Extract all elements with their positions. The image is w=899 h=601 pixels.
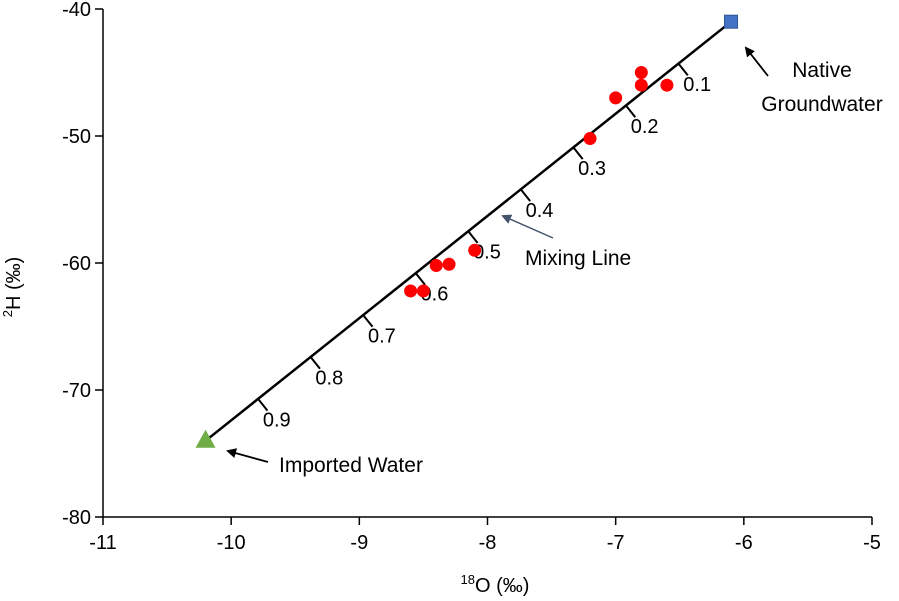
sample-point — [609, 91, 623, 105]
mixing-line-label: Mixing Line — [525, 247, 631, 270]
native-label-line2: Groundwater — [761, 93, 882, 116]
x-tick-label: -5 — [863, 532, 881, 554]
mixing-fraction-label: 0.9 — [263, 409, 291, 431]
mixing-fraction-tick — [677, 62, 689, 76]
imported-water-label: Imported Water — [279, 454, 423, 477]
mixing-fraction-tick — [309, 356, 321, 370]
imported-arrow — [226, 448, 269, 463]
sample-point — [583, 132, 597, 146]
y-axis-title-sup: 2 — [0, 310, 15, 317]
sample-point — [442, 257, 456, 271]
imported-water-marker — [195, 429, 216, 448]
native-arrow — [744, 46, 769, 77]
mixing-fraction-ticks: 0.10.20.30.40.50.60.70.80.9 — [257, 62, 711, 431]
mixing-fraction-label: 0.3 — [578, 158, 606, 180]
mixing-line-arrow — [501, 214, 554, 239]
mixing-fraction-tick — [414, 272, 426, 286]
mixing-fraction-label: 0.8 — [315, 367, 343, 389]
x-axis-title-text: O (‰) — [475, 575, 529, 597]
x-tick-label: -8 — [479, 532, 497, 554]
y-tick-label: -80 — [62, 507, 91, 529]
y-axis-title: 2H (‰) — [0, 257, 25, 318]
x-axis-title: 18O (‰) — [461, 572, 530, 597]
sample-point — [634, 66, 648, 79]
sample-point — [416, 284, 430, 298]
y-axis-ticks: -80 -70 -60 -50 -40 — [62, 0, 103, 529]
x-tick-label: -7 — [607, 532, 625, 554]
mixing-fraction-tick — [257, 398, 269, 412]
native-groundwater-marker — [724, 14, 739, 29]
sample-point — [404, 284, 418, 298]
y-tick-label: -60 — [62, 253, 91, 275]
x-axis-title-sup: 18 — [461, 572, 475, 587]
x-tick-label: -11 — [89, 532, 116, 554]
x-tick-label: -9 — [350, 532, 368, 554]
mixing-fraction-tick — [625, 104, 637, 118]
y-axis-title-text: H (‰) — [3, 257, 25, 310]
sample-points — [404, 66, 674, 298]
x-tick-label: -10 — [217, 532, 246, 554]
sample-point — [468, 243, 482, 257]
y-tick-label: -40 — [62, 0, 91, 21]
y-tick-label: -50 — [62, 126, 91, 148]
mixing-fraction-tick — [362, 314, 374, 328]
mixing-fraction-label: 0.2 — [631, 116, 659, 138]
mixing-fraction-label: 0.1 — [683, 74, 711, 96]
mixing-fraction-tick — [467, 230, 479, 244]
y-tick-label: -70 — [62, 380, 91, 402]
mixing-fraction-label: 0.4 — [526, 200, 554, 222]
x-axis-ticks: -11 -10 -9 -8 -7 -6 -5 — [89, 517, 881, 554]
mixing-fraction-label: 0.7 — [368, 326, 396, 348]
native-label-line1: Native — [792, 59, 852, 82]
mixing-fraction-tick — [572, 146, 584, 160]
sample-point — [634, 78, 648, 92]
sample-point — [660, 78, 674, 92]
mixing-fraction-tick — [520, 188, 531, 202]
sample-point — [429, 259, 443, 273]
x-tick-label: -6 — [735, 532, 753, 554]
